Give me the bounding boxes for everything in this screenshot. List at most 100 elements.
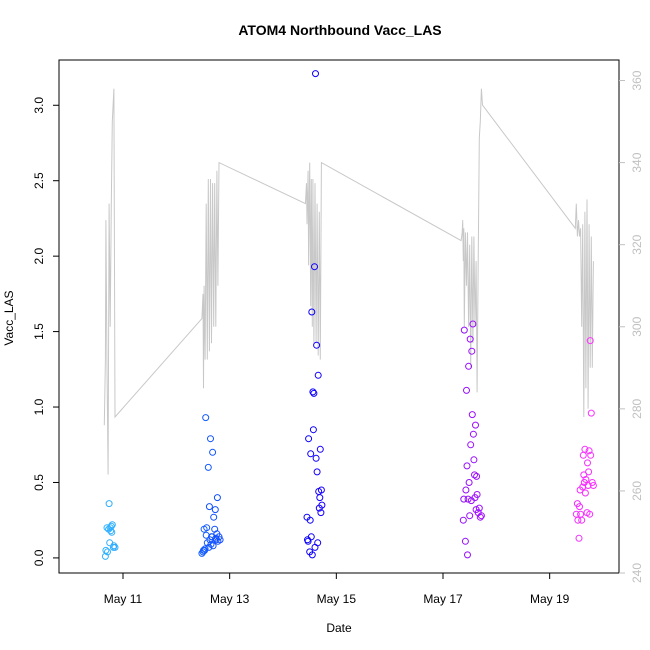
x-tick-label: May 15: [317, 592, 357, 606]
data-point: [108, 528, 116, 536]
data-point: [310, 389, 318, 397]
data-point: [469, 320, 477, 328]
data-point: [462, 486, 470, 494]
data-point: [207, 435, 214, 443]
series-line-right-axis: [103, 88, 594, 475]
data-point: [307, 450, 315, 458]
data-point: [584, 459, 591, 467]
data-point: [111, 543, 119, 551]
y2-tick-label: 300: [630, 316, 644, 336]
data-point: [110, 542, 118, 550]
y-tick-label: 0.5: [32, 474, 46, 491]
y2-tick-label: 360: [630, 70, 644, 90]
data-point: [312, 454, 320, 462]
data-point: [586, 510, 594, 518]
data-point: [211, 506, 219, 514]
x-tick-label: May 13: [210, 592, 250, 606]
data-point: [579, 451, 587, 459]
data-point: [585, 447, 593, 455]
x-tick-label: May 11: [104, 592, 143, 606]
data-point: [460, 326, 468, 334]
chart-title: ATOM4 Northbound Vacc_LAS: [238, 22, 441, 38]
data-point: [576, 503, 583, 511]
data-point: [464, 495, 472, 503]
line-layer: [103, 88, 594, 475]
data-point: [312, 70, 319, 78]
data-point: [204, 463, 212, 471]
data-point: [205, 503, 213, 511]
data-point: [207, 540, 215, 548]
data-point: [105, 500, 113, 508]
data-point: [313, 341, 321, 349]
data-point: [317, 509, 325, 517]
data-point: [574, 516, 582, 524]
data-point: [308, 551, 316, 559]
y2-tick-label: 340: [630, 152, 644, 172]
data-point: [472, 421, 479, 429]
x-tick-label: May 19: [530, 592, 570, 606]
data-point: [305, 435, 313, 443]
data-point: [102, 546, 110, 554]
data-point: [581, 445, 589, 453]
data-point: [460, 495, 468, 503]
data-point: [466, 335, 474, 343]
data-point: [316, 494, 324, 502]
y2-tick-label: 280: [630, 399, 644, 419]
data-point: [209, 448, 217, 456]
data-point: [203, 524, 211, 532]
data-point: [587, 451, 595, 459]
data-point: [464, 551, 471, 559]
left-axis: 0.0 0.5 1.0 1.5 2.0 2.5 3.0: [32, 97, 59, 566]
data-point: [215, 533, 223, 541]
data-point: [209, 542, 217, 550]
data-point: [463, 386, 470, 394]
data-point: [468, 347, 476, 355]
data-point: [577, 510, 585, 518]
right-axis: 240 260 280 300 320 340 360: [619, 70, 644, 583]
data-point: [317, 486, 325, 494]
y-tick-label: 2.5: [32, 172, 46, 189]
y-tick-label: 2.0: [32, 247, 46, 264]
y-axis-label: Vacc_LAS: [2, 290, 16, 345]
data-point: [465, 362, 473, 370]
data-point: [468, 411, 476, 419]
data-point: [466, 512, 474, 520]
x-axis-label: Date: [326, 621, 352, 635]
y-tick-label: 3.0: [32, 97, 46, 114]
data-point: [213, 494, 221, 502]
data-point: [307, 533, 315, 541]
data-point: [463, 462, 471, 470]
data-point: [316, 445, 324, 453]
y2-tick-label: 320: [630, 234, 644, 254]
data-point: [108, 521, 116, 529]
data-point: [471, 471, 478, 479]
data-point: [309, 388, 317, 396]
data-point: [477, 512, 485, 520]
bottom-axis: May 11 May 13 May 15 May 17 May 19: [104, 573, 570, 606]
data-point: [304, 537, 312, 545]
points-layer: [101, 70, 597, 560]
y2-tick-label: 240: [630, 563, 644, 583]
y-tick-label: 0.0: [32, 549, 46, 566]
data-point: [308, 308, 316, 316]
data-point: [578, 516, 586, 524]
data-point: [575, 534, 583, 542]
x-tick-label: May 17: [423, 592, 463, 606]
data-point: [476, 513, 484, 521]
data-point: [475, 504, 483, 512]
data-point: [202, 414, 210, 422]
data-point: [459, 516, 467, 524]
data-point: [216, 536, 224, 544]
data-point: [589, 482, 597, 489]
plot-box: [58, 59, 620, 574]
data-point: [309, 426, 317, 434]
data-point: [311, 263, 318, 271]
y-tick-label: 1.5: [32, 323, 46, 340]
data-point: [467, 441, 475, 449]
data-point: [314, 539, 322, 547]
data-point: [588, 479, 596, 486]
data-point: [587, 409, 595, 417]
data-point: [461, 537, 469, 545]
data-point: [201, 545, 209, 553]
